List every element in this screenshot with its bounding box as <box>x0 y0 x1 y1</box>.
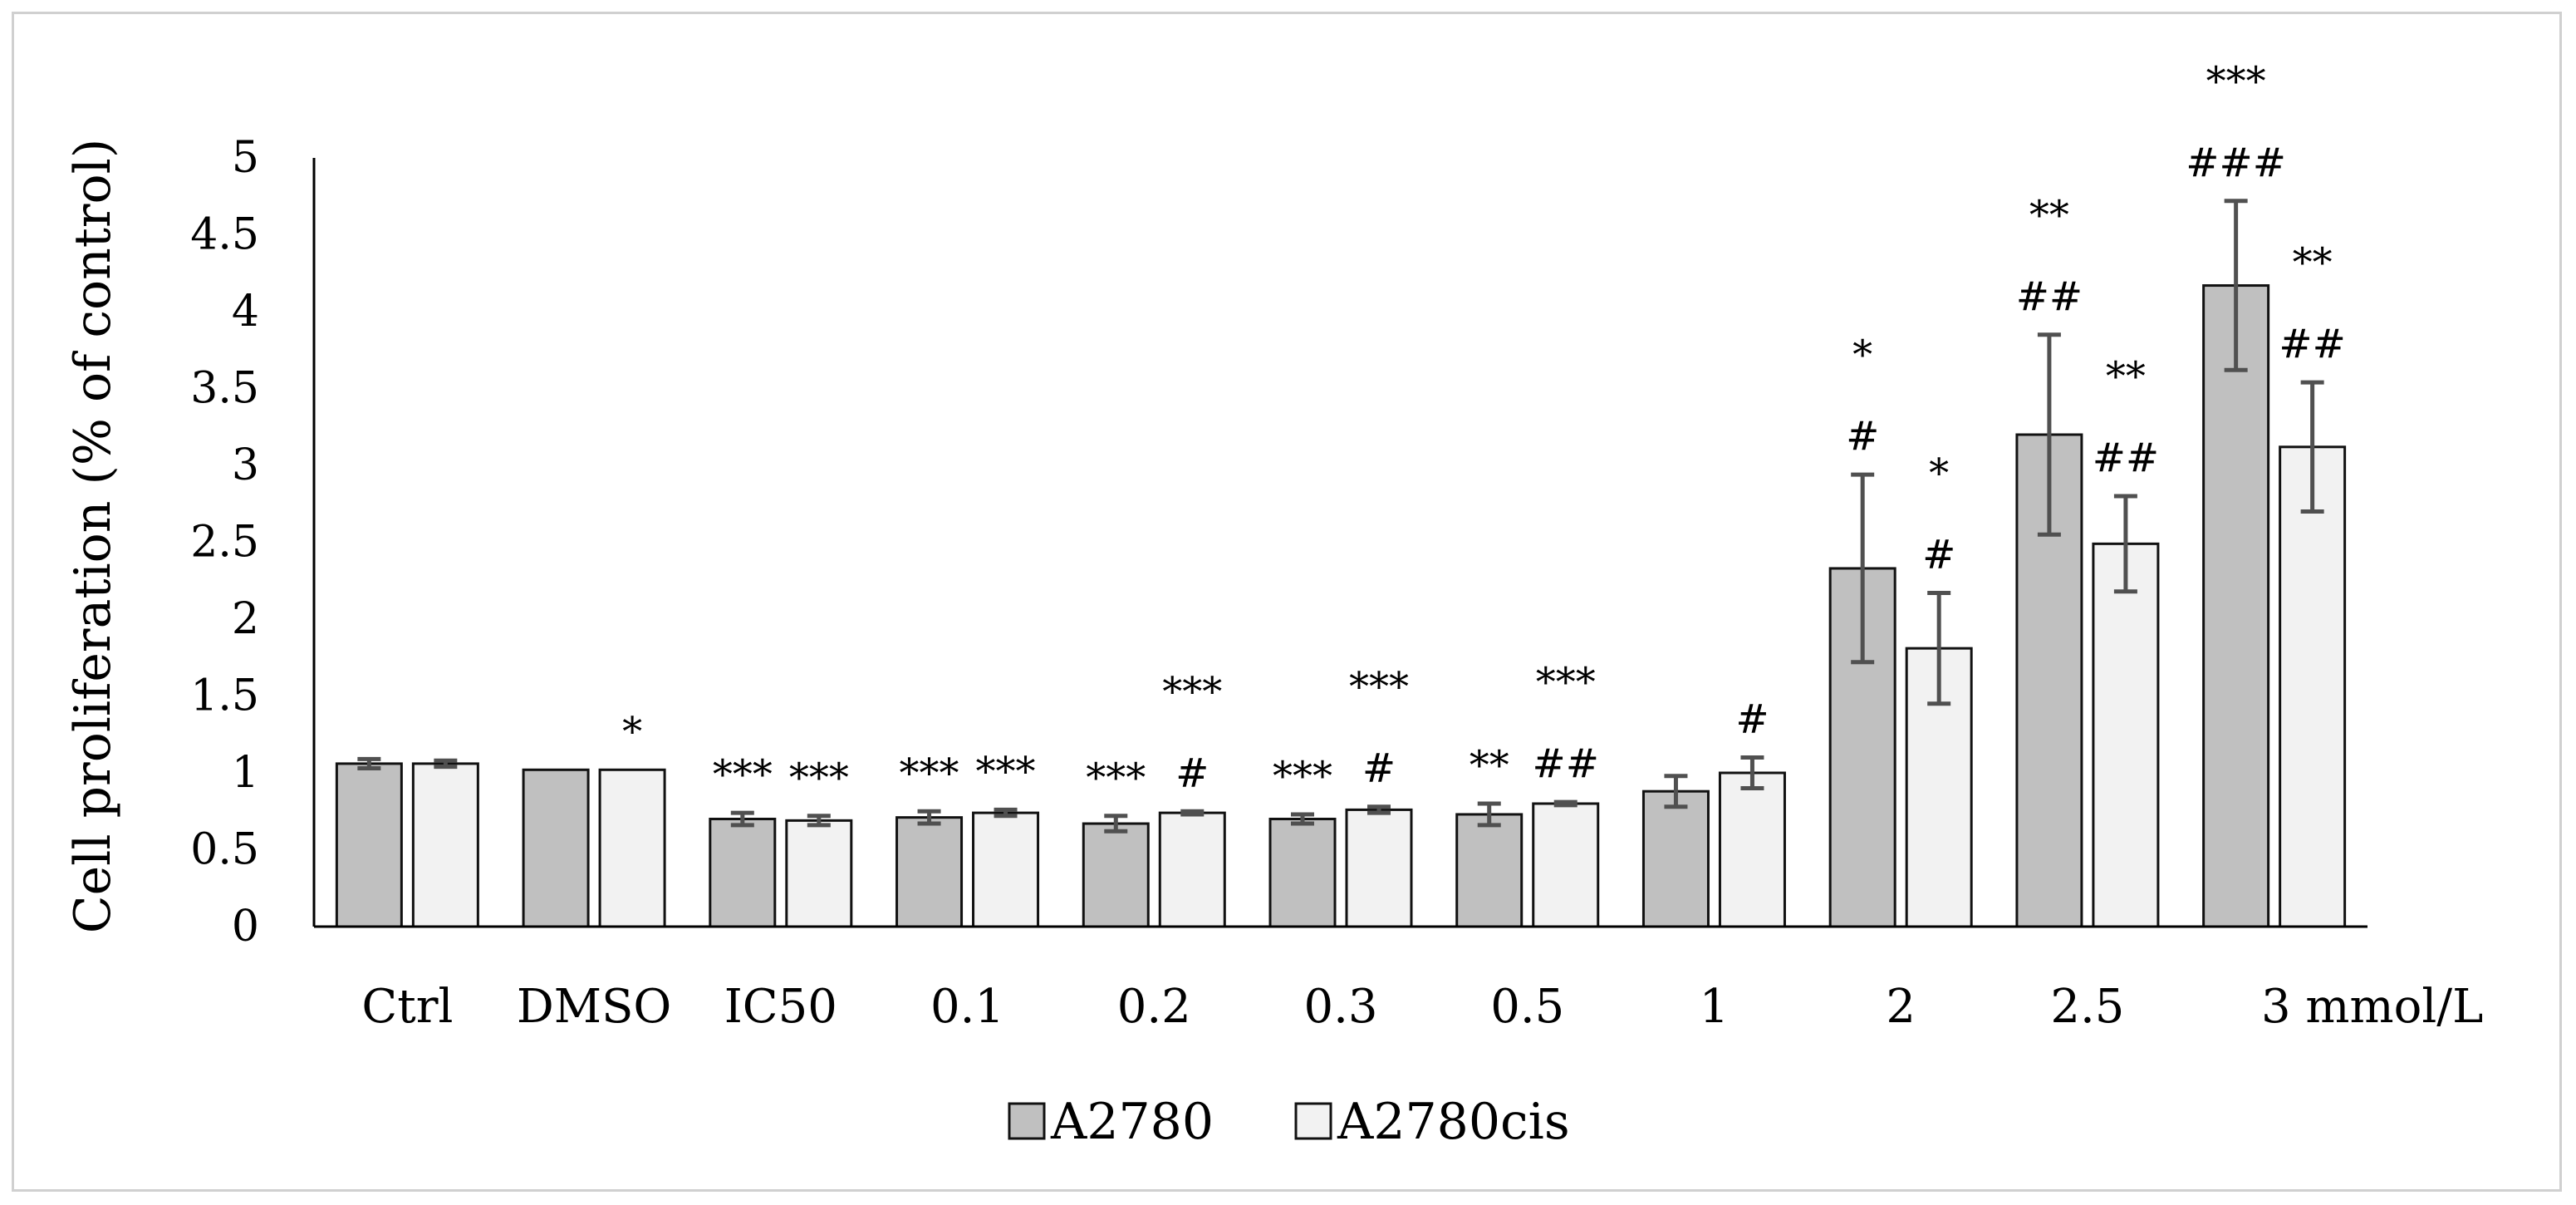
bar <box>1455 813 1524 928</box>
y-tick-label: 4.5 <box>190 210 259 260</box>
significance-label: *** <box>1536 659 1596 706</box>
significance-label: *** <box>900 750 959 796</box>
significance-label: *** <box>2206 58 2266 105</box>
significance-label: # <box>1922 532 1955 578</box>
x-tick-label: 0.5 <box>1490 980 1564 1034</box>
significance-label: ## <box>2016 273 2083 320</box>
bar <box>1641 789 1710 928</box>
legend-label[interactable]: A2780cis <box>1337 1093 1570 1151</box>
y-tick-label: 1 <box>232 748 259 798</box>
x-tick-label: 2.5 <box>2050 980 2124 1034</box>
significance-label: * <box>1929 450 1949 497</box>
significance-label: # <box>1846 413 1879 460</box>
bar <box>1532 802 1600 928</box>
significance-label: ** <box>2293 239 2333 286</box>
y-tick-label: 3.5 <box>190 364 259 414</box>
x-tick-label: 0.3 <box>1303 980 1377 1034</box>
significance-label: * <box>1852 332 1872 378</box>
y-tick-label: 1.5 <box>190 671 259 721</box>
significance-label: ## <box>2093 435 2159 481</box>
y-axis-title-group: Cell proliferation (% of control) <box>64 139 122 934</box>
x-tick-label: 2 <box>1886 980 1916 1034</box>
significance-label: *** <box>976 748 1036 794</box>
bar <box>411 762 479 928</box>
x-tick-label: 1 <box>1700 980 1730 1034</box>
y-tick-label: 2.5 <box>190 518 259 568</box>
y-tick-label: 5 <box>232 133 259 183</box>
significance-label: *** <box>789 755 849 801</box>
bar <box>522 768 590 928</box>
significance-label: ** <box>1470 742 1509 789</box>
bars-group <box>335 284 2347 928</box>
bar <box>895 816 964 928</box>
y-tick-label: 0.5 <box>190 825 259 875</box>
significance-label: *** <box>1086 755 1146 801</box>
bar <box>785 819 853 928</box>
y-axis-title: Cell proliferation (% of control) <box>64 139 122 934</box>
significance-label: *** <box>1349 664 1409 711</box>
significance-label: # <box>1362 745 1396 792</box>
x-tick-label: IC50 <box>724 980 837 1034</box>
bar <box>1082 822 1150 928</box>
x-tick-label: 0.2 <box>1117 980 1191 1034</box>
axes <box>312 158 2367 928</box>
x-axis-ticks: Ctrl DMSO IC50 0.1 0.2 0.3 0.5 1 2 2.5 3 mmol/L <box>361 980 2483 1034</box>
significance-label: ** <box>2029 192 2069 239</box>
significance-marks: **** *** *** *** *** #****** #***** ##***##*#*#… <box>622 58 2346 801</box>
y-tick-label: 4 <box>232 287 259 337</box>
bar <box>1345 808 1413 928</box>
significance-label: * <box>622 708 642 755</box>
y-tick-label: 2 <box>232 594 259 644</box>
x-tick-label: Ctrl <box>361 980 453 1034</box>
y-tick-label: 3 <box>232 440 259 490</box>
x-tick-label: 3 mmol/L <box>2261 980 2483 1034</box>
bar <box>1268 818 1337 928</box>
significance-label: *** <box>1162 668 1222 715</box>
significance-label: ** <box>2106 353 2146 400</box>
bar <box>2092 542 2160 928</box>
bar <box>972 811 1040 928</box>
significance-label: *** <box>713 751 773 798</box>
bar <box>1718 771 1786 928</box>
error-bars-group <box>357 199 2324 834</box>
bar <box>598 768 666 928</box>
y-axis-ticks: 0 0.5 1 1.5 2 2.5 3 3.5 4 4.5 5 <box>190 133 259 952</box>
significance-label: # <box>1175 750 1209 796</box>
legend-label[interactable]: A2780 <box>1050 1093 1214 1151</box>
significance-label: *** <box>1273 753 1332 799</box>
legend-swatch <box>1008 1102 1046 1140</box>
significance-label: ## <box>2279 321 2345 367</box>
bar <box>709 818 777 928</box>
x-tick-label: DMSO <box>517 980 672 1034</box>
legend[interactable]: A2780 A2780cis <box>1008 1093 1570 1151</box>
bar <box>2202 284 2270 928</box>
bar <box>2279 445 2347 928</box>
significance-label: ### <box>2186 140 2286 186</box>
y-tick-label: 0 <box>232 902 259 952</box>
bar <box>335 762 403 928</box>
bar <box>1158 811 1226 928</box>
significance-label: # <box>1735 696 1769 743</box>
significance-label: ## <box>1533 740 1599 787</box>
legend-swatch <box>1294 1102 1332 1140</box>
x-tick-label: 0.1 <box>930 980 1004 1034</box>
bar <box>2015 433 2083 928</box>
